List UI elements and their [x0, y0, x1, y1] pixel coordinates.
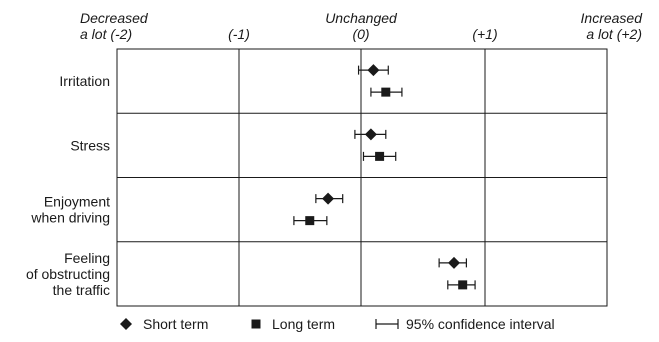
- category-label-feeling-of-obstructing-the-traffic: of obstructing: [26, 266, 110, 282]
- category-label-irritation: Irritation: [59, 73, 110, 89]
- x-tick-label: (0): [352, 26, 369, 42]
- category-label-stress: Stress: [70, 137, 110, 153]
- category-label-feeling-of-obstructing-the-traffic: Feeling: [64, 250, 110, 266]
- category-label-feeling-of-obstructing-the-traffic: the traffic: [53, 282, 110, 298]
- diamond-marker-short-term: [364, 128, 377, 141]
- legend: Short term Long term 95% confidence interv…: [120, 316, 555, 332]
- legend-diamond-icon: [120, 318, 132, 330]
- square-marker-long-term: [458, 280, 468, 290]
- square-marker-long-term: [375, 151, 385, 161]
- diamond-marker-short-term: [448, 256, 460, 269]
- data-marks: [293, 64, 476, 290]
- square-marker-long-term: [381, 87, 391, 97]
- legend-label-95-confidence-interval: 95% confidence interval: [406, 316, 555, 332]
- x-tick-label: (+1): [472, 26, 497, 42]
- plot-grid: [116, 48, 608, 307]
- category-label-enjoyment-when-driving: when driving: [30, 210, 110, 226]
- x-tick-label: Decreased: [80, 10, 149, 26]
- x-tick-label: (-1): [228, 26, 250, 42]
- square-marker-long-term: [305, 216, 315, 226]
- x-tick-label: Unchanged: [325, 10, 398, 26]
- x-tick-label: a lot (-2): [80, 26, 132, 42]
- diamond-marker-short-term: [367, 64, 380, 77]
- x-tick-label: a lot (+2): [586, 26, 642, 42]
- x-tick-label: Increased: [581, 10, 644, 26]
- category-label-enjoyment-when-driving: Enjoyment: [44, 194, 110, 210]
- legend-label-short-term: Short term: [143, 316, 208, 332]
- legend-square-icon: [251, 319, 261, 329]
- diamond-marker-short-term: [322, 192, 335, 205]
- legend-label-long-term: Long term: [272, 316, 335, 332]
